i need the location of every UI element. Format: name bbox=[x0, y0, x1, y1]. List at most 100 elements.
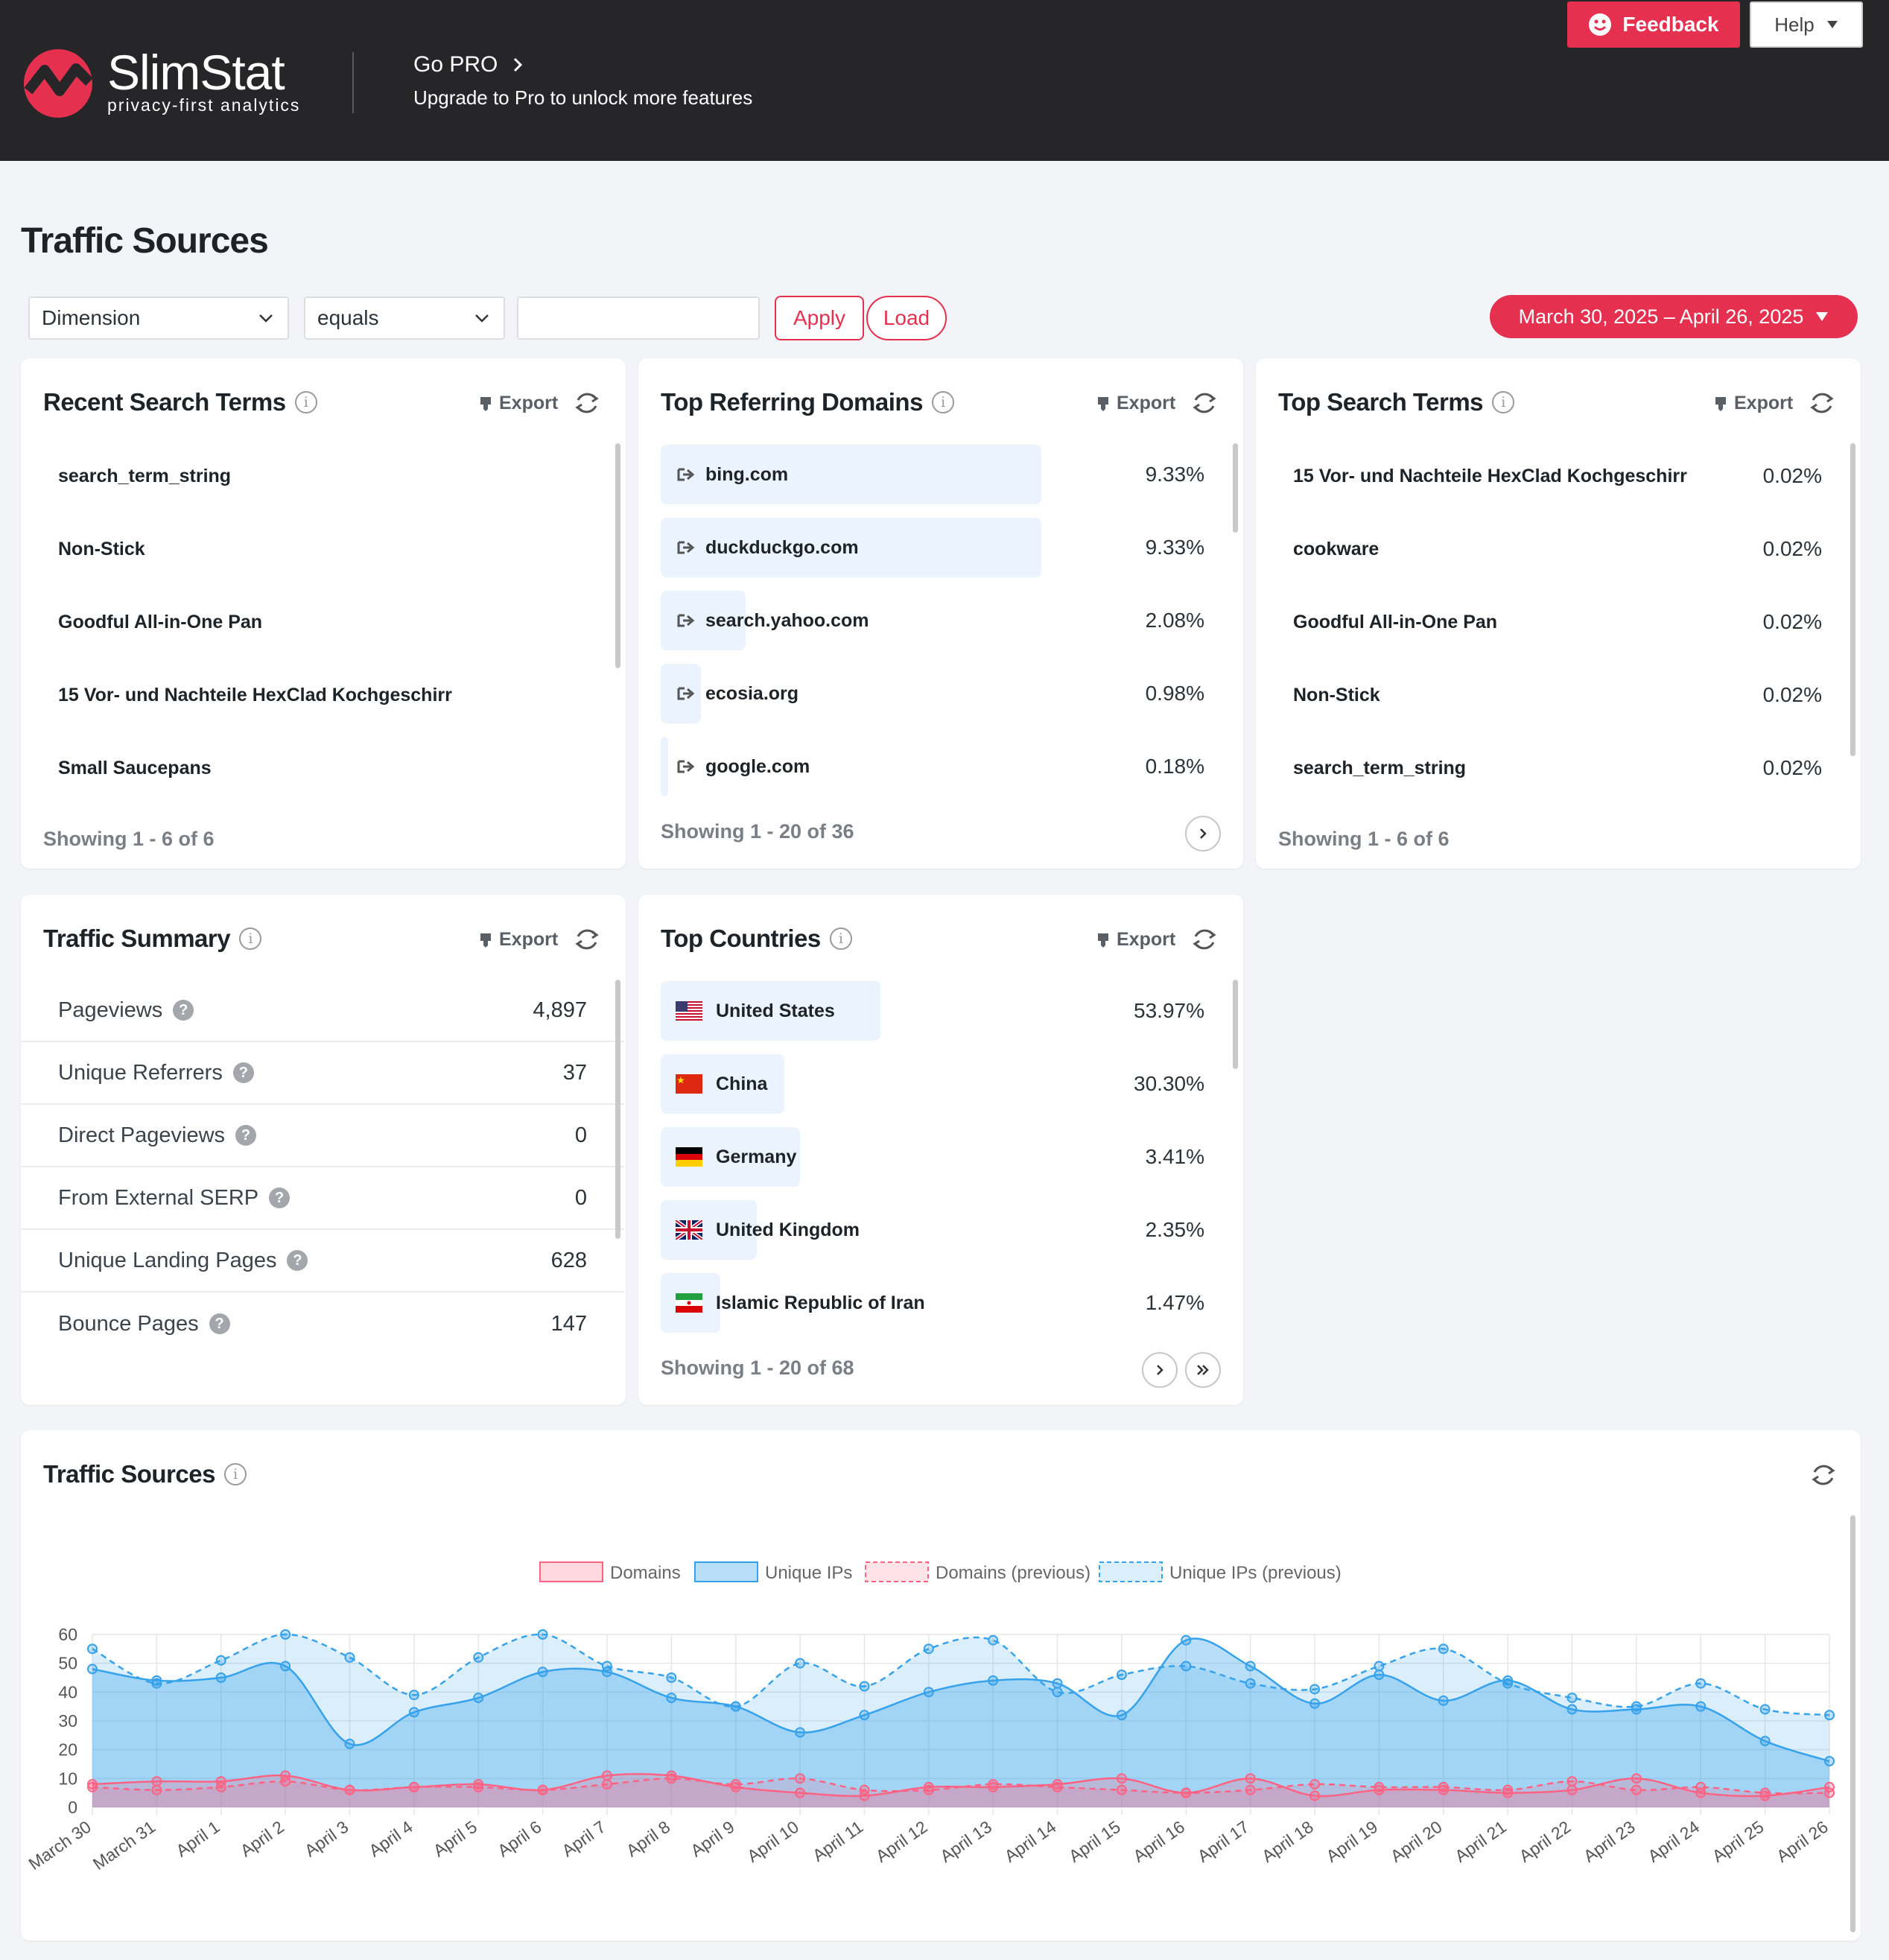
data-point bbox=[344, 1784, 355, 1795]
dimension-select[interactable]: Dimension bbox=[28, 296, 289, 340]
list-item[interactable]: 15 Vor- und Nachteile HexClad Kochgeschi… bbox=[43, 665, 609, 725]
list-item[interactable]: google.com 0.18% bbox=[661, 737, 1204, 796]
list-item[interactable]: Non-Stick bbox=[43, 519, 609, 579]
list-item[interactable]: duckduckgo.com 9.33% bbox=[661, 518, 1204, 577]
chevron-down-icon bbox=[259, 314, 273, 323]
refresh-icon[interactable] bbox=[1190, 925, 1219, 954]
next-page-button[interactable] bbox=[1185, 816, 1221, 851]
export-button[interactable]: Export bbox=[478, 929, 558, 951]
top-search-terms-card: Top Search Terms i Export 15 Vor- und Na… bbox=[1256, 358, 1861, 869]
logo-tagline: privacy-first analytics bbox=[107, 95, 301, 115]
data-point bbox=[537, 1784, 548, 1795]
data-point bbox=[601, 1770, 612, 1781]
search-term-label: Small Saucepans bbox=[58, 757, 212, 778]
refresh-icon[interactable] bbox=[1809, 1460, 1838, 1490]
list-item[interactable]: United States 53.97% bbox=[661, 981, 1204, 1041]
list-item[interactable]: Small Saucepans bbox=[43, 738, 609, 798]
date-range-picker[interactable]: March 30, 2025 – April 26, 2025 bbox=[1490, 295, 1858, 338]
load-button[interactable]: Load bbox=[866, 296, 947, 340]
domain-label: duckduckgo.com bbox=[705, 536, 859, 558]
series-line bbox=[92, 1773, 1830, 1798]
scrollbar[interactable] bbox=[1233, 980, 1238, 1069]
scrollbar[interactable] bbox=[1850, 443, 1855, 756]
list-item[interactable]: search.yahoo.com 2.08% bbox=[661, 591, 1204, 650]
top-countries-card: Top Countries i Export United States 53.… bbox=[638, 895, 1243, 1405]
x-tick-label: April 17 bbox=[1194, 1817, 1253, 1866]
list-item[interactable]: Goodful All-in-One Pan bbox=[43, 592, 609, 652]
summary-row: Pageviews? 4,897 bbox=[21, 980, 624, 1042]
help-icon[interactable]: ? bbox=[269, 1187, 291, 1208]
date-range-label: March 30, 2025 – April 26, 2025 bbox=[1518, 305, 1804, 328]
scrollbar[interactable] bbox=[1850, 1515, 1855, 1932]
data-point bbox=[280, 1629, 291, 1640]
filter-value-input[interactable] bbox=[517, 296, 760, 340]
x-tick-label: April 26 bbox=[1773, 1817, 1832, 1866]
list-item[interactable]: ecosia.org 0.98% bbox=[661, 664, 1204, 723]
data-point bbox=[1824, 1781, 1835, 1792]
export-button[interactable]: Export bbox=[478, 393, 558, 414]
export-label: Export bbox=[1117, 929, 1176, 950]
data-point bbox=[280, 1661, 291, 1672]
info-icon[interactable]: i bbox=[294, 391, 317, 413]
info-icon[interactable]: i bbox=[223, 1463, 247, 1485]
list-item[interactable]: United Kingdom 2.35% bbox=[661, 1200, 1204, 1260]
help-button[interactable]: Help bbox=[1750, 1, 1863, 48]
refresh-icon[interactable] bbox=[572, 925, 602, 954]
refresh-icon[interactable] bbox=[572, 388, 602, 418]
list-item[interactable]: Islamic Republic of Iran 1.47% bbox=[661, 1273, 1204, 1333]
list-item[interactable]: China 30.30% bbox=[661, 1054, 1204, 1114]
domain-label: bing.com bbox=[705, 463, 789, 485]
x-tick-label: April 4 bbox=[365, 1817, 416, 1861]
help-icon[interactable]: ? bbox=[209, 1313, 230, 1334]
help-icon[interactable]: ? bbox=[235, 1125, 257, 1146]
scrollbar[interactable] bbox=[615, 980, 620, 1239]
scrollbar[interactable] bbox=[1233, 443, 1238, 533]
series-line bbox=[92, 1637, 1830, 1763]
y-tick-label: 10 bbox=[58, 1769, 77, 1788]
export-button[interactable]: Export bbox=[1096, 929, 1175, 951]
data-point bbox=[1759, 1736, 1771, 1747]
help-icon[interactable]: ? bbox=[173, 1000, 194, 1021]
external-link-icon bbox=[677, 687, 695, 700]
list-item[interactable]: search_term_string bbox=[43, 446, 609, 506]
list-item[interactable]: Goodful All-in-One Pan 0.02% bbox=[1278, 592, 1822, 652]
list-item[interactable]: search_term_string 0.02% bbox=[1278, 738, 1822, 798]
list-item[interactable]: Germany 3.41% bbox=[661, 1127, 1204, 1187]
export-button[interactable]: Export bbox=[1713, 393, 1793, 414]
help-icon[interactable]: ? bbox=[287, 1250, 308, 1271]
info-icon[interactable]: i bbox=[931, 391, 954, 413]
next-page-button[interactable] bbox=[1142, 1352, 1178, 1388]
data-point bbox=[1759, 1790, 1771, 1801]
series-line bbox=[92, 1777, 1830, 1795]
operator-select[interactable]: equals bbox=[304, 296, 505, 340]
domain-percent: 0.98% bbox=[1145, 682, 1204, 705]
data-point bbox=[1695, 1678, 1707, 1689]
list-item[interactable]: cookware 0.02% bbox=[1278, 519, 1822, 579]
refresh-icon[interactable] bbox=[1807, 388, 1837, 418]
list-item[interactable]: Non-Stick 0.02% bbox=[1278, 665, 1822, 725]
apply-button[interactable]: Apply bbox=[775, 296, 864, 340]
go-pro-link[interactable]: Go PRO bbox=[413, 52, 524, 77]
x-tick-label: April 2 bbox=[237, 1817, 288, 1861]
info-icon[interactable]: i bbox=[239, 927, 262, 950]
search-term-percent: 0.02% bbox=[1762, 683, 1822, 706]
refresh-icon[interactable] bbox=[1190, 388, 1219, 418]
feedback-button[interactable]: Feedback bbox=[1567, 1, 1740, 48]
export-button[interactable]: Export bbox=[1096, 393, 1175, 414]
last-page-button[interactable] bbox=[1185, 1352, 1221, 1388]
scrollbar[interactable] bbox=[615, 443, 620, 668]
x-tick-label: April 9 bbox=[687, 1817, 737, 1861]
list-item[interactable]: bing.com 9.33% bbox=[661, 445, 1204, 504]
data-point bbox=[1374, 1661, 1385, 1672]
data-point bbox=[473, 1652, 484, 1663]
info-icon[interactable]: i bbox=[829, 927, 852, 950]
x-tick-label: April 10 bbox=[743, 1817, 802, 1866]
data-point bbox=[408, 1707, 419, 1718]
summary-label: Unique Landing Pages bbox=[58, 1248, 277, 1272]
list-item[interactable]: 15 Vor- und Nachteile HexClad Kochgeschi… bbox=[1278, 446, 1822, 506]
summary-value: 0 bbox=[574, 1123, 587, 1147]
info-icon[interactable]: i bbox=[1492, 391, 1515, 413]
help-icon[interactable]: ? bbox=[232, 1062, 254, 1083]
data-point bbox=[1116, 1710, 1127, 1721]
